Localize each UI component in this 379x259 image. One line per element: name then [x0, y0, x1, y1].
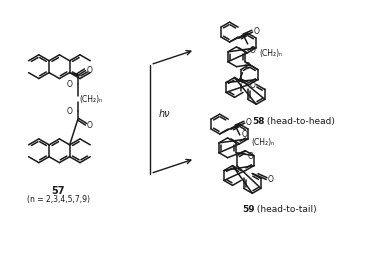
Text: hν: hν [158, 109, 170, 119]
Text: (CH₂)ₙ: (CH₂)ₙ [260, 49, 283, 58]
Text: O: O [249, 81, 255, 90]
Text: O: O [242, 131, 247, 139]
Text: 59: 59 [243, 205, 255, 214]
Text: O: O [86, 66, 92, 75]
Text: O: O [248, 152, 254, 161]
Text: 58: 58 [252, 117, 265, 126]
Text: O: O [86, 120, 92, 130]
Text: (head-to-head): (head-to-head) [264, 117, 335, 126]
Text: (CH₂)ₙ: (CH₂)ₙ [80, 95, 103, 104]
Text: (n = 2,3,4,5,7,9): (n = 2,3,4,5,7,9) [27, 195, 90, 204]
Text: O: O [246, 118, 252, 127]
Text: O: O [267, 175, 273, 184]
Text: O: O [244, 62, 250, 71]
Text: (head-to-tail): (head-to-tail) [254, 205, 317, 214]
Text: O: O [67, 80, 73, 89]
Text: O: O [254, 27, 260, 35]
Text: (CH₂)ₙ: (CH₂)ₙ [252, 138, 275, 147]
Text: O: O [250, 46, 255, 55]
Text: 57: 57 [52, 186, 65, 196]
Text: O: O [67, 107, 73, 116]
